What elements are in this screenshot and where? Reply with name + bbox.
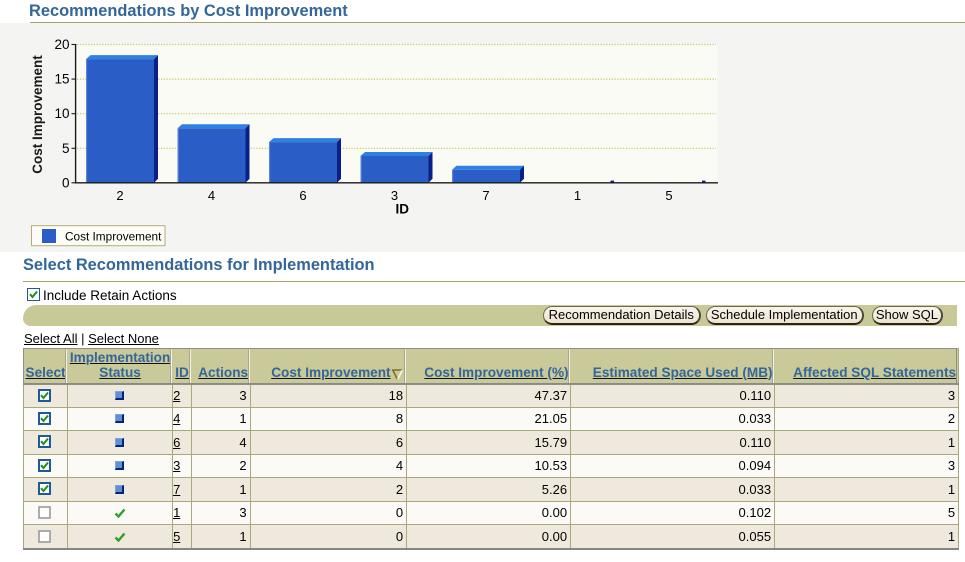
svg-text:7: 7 bbox=[482, 188, 489, 203]
svg-text:5: 5 bbox=[62, 141, 70, 156]
svg-text:Cost Improvement: Cost Improvement bbox=[65, 229, 162, 243]
svg-text:15: 15 bbox=[54, 72, 69, 87]
svg-text:5: 5 bbox=[665, 188, 672, 203]
svg-text:ID: ID bbox=[396, 202, 410, 217]
svg-text:0: 0 bbox=[62, 175, 70, 190]
svg-text:Cost Improvement: Cost Improvement bbox=[30, 55, 45, 174]
svg-text:20: 20 bbox=[54, 37, 69, 52]
svg-text:6: 6 bbox=[299, 188, 306, 203]
svg-text:10: 10 bbox=[54, 106, 69, 121]
svg-text:1: 1 bbox=[574, 188, 581, 203]
svg-text:2: 2 bbox=[116, 188, 123, 203]
svg-text:3: 3 bbox=[391, 188, 398, 203]
svg-text:4: 4 bbox=[208, 188, 215, 203]
